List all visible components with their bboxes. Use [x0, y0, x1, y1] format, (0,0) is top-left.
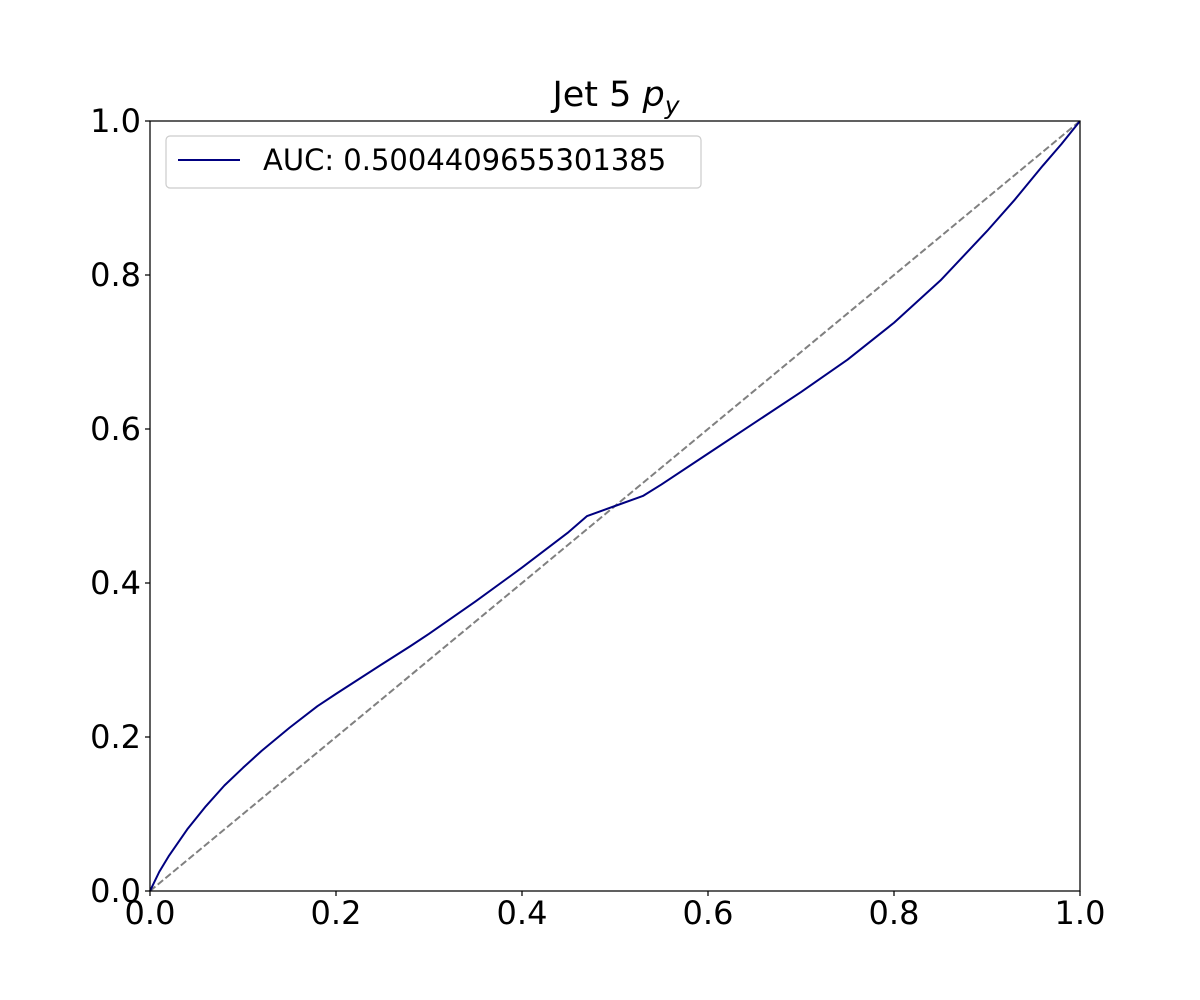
y-tick-label: 0.8	[90, 256, 141, 294]
roc-curve-line	[149, 120, 1081, 892]
legend: AUC: 0.5004409655301385	[165, 135, 702, 189]
x-tick-label: 1.0	[1055, 894, 1106, 932]
x-tick-label: 0.0	[125, 894, 176, 932]
y-tick-label: 0.6	[90, 410, 141, 448]
y-tick-label: 0.0	[90, 872, 141, 910]
plot-area	[149, 120, 1081, 892]
title-math-symbol: p	[642, 75, 665, 115]
y-tick-label: 1.0	[90, 102, 141, 140]
legend-box	[165, 135, 702, 189]
y-tick-label: 0.2	[90, 718, 141, 756]
x-tick-label: 0.6	[683, 894, 734, 932]
y-tick-label: 0.4	[90, 564, 141, 602]
x-tick-label: 0.2	[311, 894, 362, 932]
axes-frame	[149, 120, 1081, 892]
legend-label: AUC: 0.5004409655301385	[263, 143, 666, 177]
axis-ticks: 0.0 0.2 0.4 0.6 0.8 1.0 0.0 0.2 0.4 0.6 0.8 1.0	[90, 102, 1105, 932]
title-subscript: y	[664, 91, 681, 120]
chart-title: Jet 5 py	[550, 75, 680, 120]
title-main: Jet 5	[550, 75, 642, 115]
x-tick-label: 0.8	[869, 894, 920, 932]
x-tick-label: 0.4	[497, 894, 548, 932]
